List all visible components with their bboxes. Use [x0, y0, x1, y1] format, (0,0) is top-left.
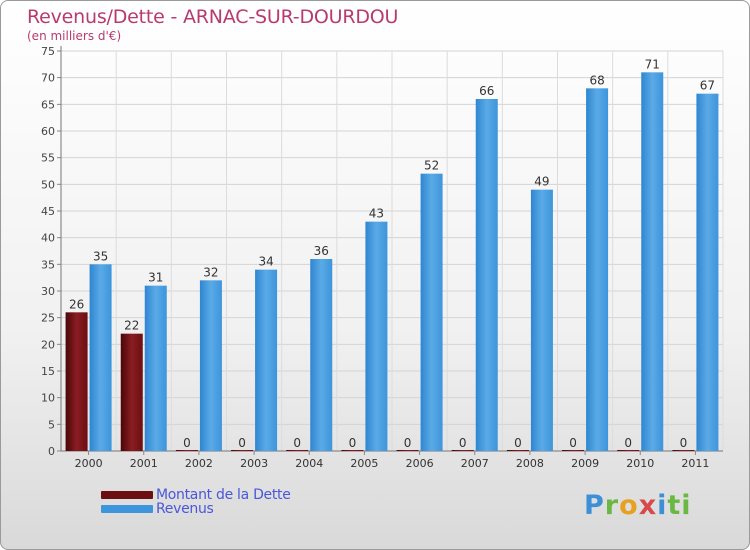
- data-label-dette-2006: 0: [404, 436, 412, 450]
- proxiti-logo: Proxiti: [584, 490, 692, 521]
- gridlines: [60, 50, 724, 452]
- legend-swatch-dette: [101, 491, 153, 499]
- data-label-revenus-2000: 35: [93, 249, 108, 263]
- data-label-dette-2004: 0: [293, 436, 301, 450]
- data-label-revenus-2005: 43: [369, 207, 384, 221]
- bar-dette-2003: [231, 450, 254, 451]
- data-label-dette-2009: 0: [569, 436, 577, 450]
- x-tick-label: 2000: [75, 457, 103, 470]
- legend-swatch-revenus: [101, 505, 153, 513]
- data-label-revenus-2008: 49: [534, 175, 549, 189]
- y-tick-label: 25: [41, 312, 55, 325]
- bar-revenus-2008: [530, 189, 553, 451]
- x-tick-label: 2004: [295, 457, 323, 470]
- legend-item-revenus: Revenus: [101, 501, 214, 517]
- bar-dette-2011: [672, 450, 695, 451]
- data-label-revenus-2010: 71: [645, 57, 660, 71]
- y-tick-label: 55: [41, 152, 55, 165]
- bar-revenus-2007: [475, 99, 498, 451]
- bar-revenus-2003: [255, 269, 278, 451]
- chart-subtitle: (en milliers d'€): [27, 29, 122, 43]
- bar-dette-2006: [396, 450, 419, 451]
- y-tick-label: 20: [41, 338, 55, 351]
- x-tick-label: 2002: [185, 457, 213, 470]
- x-tick-label: 2011: [681, 457, 709, 470]
- bar-dette-2000: [65, 312, 88, 451]
- bar-revenus-2009: [586, 88, 609, 451]
- data-label-revenus-2007: 66: [479, 84, 494, 98]
- bar-revenus-2011: [696, 93, 719, 452]
- legend-label-revenus: Revenus: [156, 501, 214, 517]
- data-label-dette-2001: 22: [124, 319, 139, 333]
- x-tick-label: 2003: [240, 457, 268, 470]
- y-tick-label: 65: [41, 98, 55, 111]
- data-label-dette-2003: 0: [238, 436, 246, 450]
- y-tick-label: 60: [41, 125, 55, 138]
- chart-title: Revenus/Dette - ARNAC-SUR-DOURDOU: [27, 6, 399, 28]
- data-label-revenus-2001: 31: [148, 271, 163, 285]
- data-label-dette-2000: 26: [69, 297, 84, 311]
- y-tick-label: 35: [41, 258, 55, 271]
- data-label-dette-2005: 0: [349, 436, 357, 450]
- y-tick-label: 15: [41, 365, 55, 378]
- x-tick-label: 2001: [130, 457, 158, 470]
- x-tick-label: 2005: [350, 457, 378, 470]
- y-tick-label: 70: [41, 72, 55, 85]
- bar-dette-2001: [120, 333, 143, 451]
- bar-dette-2009: [562, 450, 585, 451]
- y-tick-label: 45: [41, 205, 55, 218]
- data-label-dette-2008: 0: [514, 436, 522, 450]
- data-label-revenus-2011: 67: [700, 79, 715, 93]
- bar-dette-2002: [175, 450, 198, 451]
- x-tick-label: 2009: [571, 457, 599, 470]
- y-tick-label: 75: [41, 45, 55, 58]
- axes: 0 5 10 15 20 25 30 35 40 45 50 55 60 65 70 75 2000 2001 20…: [41, 45, 723, 470]
- x-tick-label: 2006: [406, 457, 434, 470]
- bar-revenus-2001: [144, 285, 167, 451]
- bars-group: [65, 72, 719, 452]
- x-tick-label: 2008: [516, 457, 544, 470]
- y-tick-label: 40: [41, 232, 55, 245]
- y-tick-label: 50: [41, 178, 55, 191]
- data-label-dette-2011: 0: [680, 436, 688, 450]
- bar-dette-2004: [286, 450, 309, 451]
- y-tick-label: 5: [48, 418, 55, 431]
- data-label-dette-2010: 0: [624, 436, 632, 450]
- bar-revenus-2005: [365, 221, 388, 451]
- data-label-dette-2002: 0: [183, 436, 191, 450]
- bar-dette-2008: [506, 450, 529, 451]
- data-label-revenus-2004: 36: [314, 244, 329, 258]
- legend-item-dette: Montant de la Dette: [101, 487, 291, 503]
- data-labels-group: 26 35 22 31 0 32 0 34 0 36 0 43 0 52 0 66 0 49 0 68 0 71 0 67: [69, 57, 715, 450]
- data-label-dette-2007: 0: [459, 436, 467, 450]
- legend-label-dette: Montant de la Dette: [156, 487, 291, 503]
- bar-revenus-2006: [420, 173, 443, 451]
- bar-revenus-2000: [89, 264, 112, 451]
- bar-dette-2007: [451, 450, 474, 451]
- bar-revenus-2002: [199, 280, 222, 451]
- x-tick-label: 2007: [461, 457, 489, 470]
- bar-dette-2005: [341, 450, 364, 451]
- y-tick-label: 30: [41, 285, 55, 298]
- data-label-revenus-2003: 34: [258, 255, 273, 269]
- y-tick-label: 0: [48, 445, 55, 458]
- bar-revenus-2004: [310, 259, 333, 451]
- data-label-revenus-2006: 52: [424, 159, 439, 173]
- data-label-revenus-2009: 68: [589, 73, 604, 87]
- x-tick-label: 2010: [626, 457, 654, 470]
- y-tick-label: 10: [41, 392, 55, 405]
- bar-dette-2010: [617, 450, 640, 451]
- bar-revenus-2010: [641, 72, 664, 451]
- data-label-revenus-2002: 32: [203, 265, 218, 279]
